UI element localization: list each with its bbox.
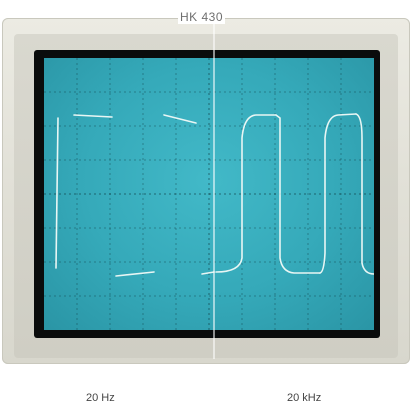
trace-left-bottom-2 — [201, 271, 215, 275]
caption-left: 20 Hz — [86, 392, 115, 404]
crt-screen — [44, 58, 374, 330]
trace-left-edge — [55, 117, 59, 269]
trace-right-cycle-2 — [319, 113, 357, 274]
photo-seam — [213, 14, 215, 359]
trace-left-top-2 — [163, 114, 197, 124]
waveform-traces — [55, 113, 374, 277]
trace-right-fall-1 — [275, 114, 321, 274]
trace-right-fall-2 — [355, 113, 374, 275]
graticule-grid — [44, 58, 374, 330]
trace-left-top-1 — [73, 114, 113, 118]
scope-display — [44, 58, 374, 330]
caption-right: 20 kHz — [287, 392, 322, 404]
trace-right-cycle-1 — [215, 114, 277, 273]
trace-left-bottom-1 — [115, 271, 155, 277]
model-label: HK 430 — [178, 10, 226, 24]
